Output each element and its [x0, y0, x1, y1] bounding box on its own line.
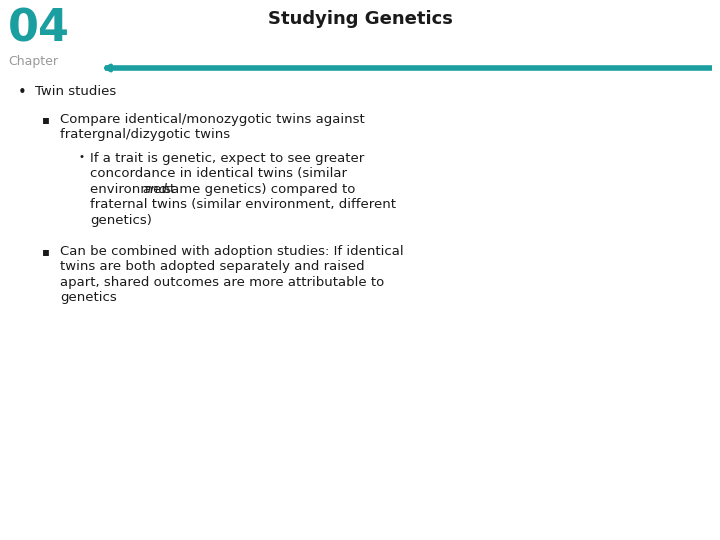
Text: fratergnal/dizygotic twins: fratergnal/dizygotic twins: [60, 129, 230, 141]
Text: ▪: ▪: [42, 245, 50, 258]
Text: same genetics) compared to: same genetics) compared to: [160, 183, 356, 195]
Text: •: •: [78, 152, 84, 161]
Text: fraternal twins (similar environment, different: fraternal twins (similar environment, di…: [90, 198, 396, 211]
Text: twins are both adopted separately and raised: twins are both adopted separately and ra…: [60, 260, 364, 273]
Text: Twin studies: Twin studies: [35, 85, 116, 98]
Text: concordance in identical twins (similar: concordance in identical twins (similar: [90, 167, 347, 180]
Text: genetics: genetics: [60, 291, 117, 304]
Text: environment: environment: [90, 183, 179, 195]
Text: Chapter: Chapter: [8, 55, 58, 68]
Text: •: •: [18, 85, 27, 100]
Text: If a trait is genetic, expect to see greater: If a trait is genetic, expect to see gre…: [90, 152, 364, 165]
Text: Can be combined with adoption studies: If identical: Can be combined with adoption studies: I…: [60, 245, 404, 258]
Text: ▪: ▪: [42, 113, 50, 126]
Text: and: and: [142, 183, 167, 195]
Text: apart, shared outcomes are more attributable to: apart, shared outcomes are more attribut…: [60, 275, 384, 289]
Text: Studying Genetics: Studying Genetics: [268, 10, 452, 28]
Text: 04: 04: [8, 8, 70, 51]
Text: genetics): genetics): [90, 214, 152, 227]
Text: Compare identical/monozygotic twins against: Compare identical/monozygotic twins agai…: [60, 113, 365, 126]
